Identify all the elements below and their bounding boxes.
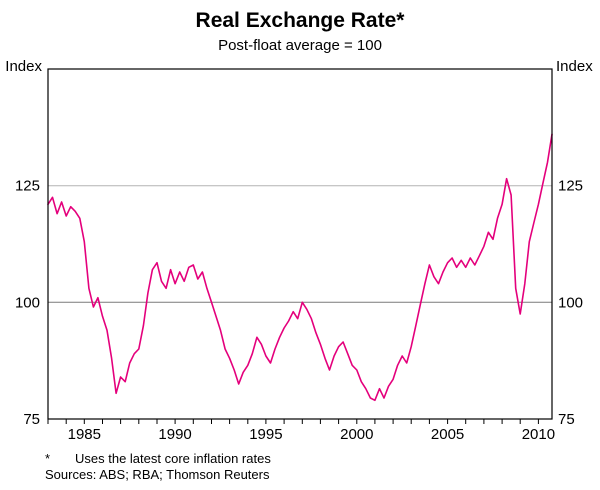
chart-subtitle: Post-float average = 100 — [218, 37, 382, 54]
svg-text:75: 75 — [23, 411, 40, 428]
footnote-line: * Uses the latest core inflation rates — [45, 451, 600, 467]
sources-line: Sources: ABS; RBA; Thomson Reuters — [45, 467, 270, 482]
svg-text:125: 125 — [558, 178, 583, 195]
svg-text:2005: 2005 — [431, 426, 464, 443]
svg-text:75: 75 — [558, 411, 575, 428]
svg-text:100: 100 — [15, 294, 40, 311]
footnote-asterisk: * — [45, 451, 51, 466]
svg-text:100: 100 — [558, 294, 583, 311]
svg-text:125: 125 — [15, 178, 40, 195]
svg-text:1995: 1995 — [249, 426, 282, 443]
svg-text:2000: 2000 — [340, 426, 373, 443]
footnote-text: Uses the latest core inflation rates — [75, 451, 271, 466]
footnotes: * Uses the latest core inflation rates So… — [0, 451, 600, 483]
chart-title: Real Exchange Rate* — [195, 9, 405, 32]
svg-text:1990: 1990 — [158, 426, 191, 443]
chart-area: Index Index 1985 1990 1995 2000 2005 2010 75 75… — [0, 57, 600, 449]
y-axis-unit-left: Index — [5, 58, 42, 75]
y-axis-unit-right: Index — [556, 58, 593, 75]
svg-text:2010: 2010 — [522, 426, 555, 443]
svg-text:1985: 1985 — [68, 426, 101, 443]
